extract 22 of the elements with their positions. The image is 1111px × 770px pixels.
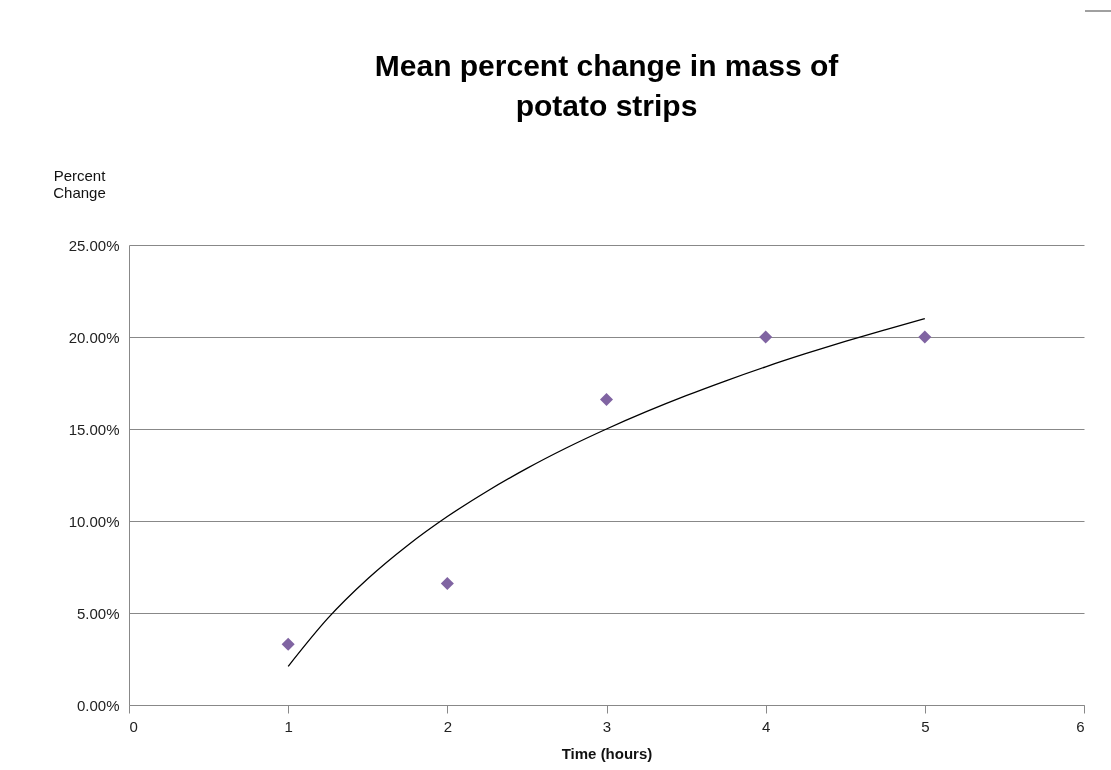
x-tick-label: 0 bbox=[129, 717, 138, 735]
chart-title: Mean percent change in mass of potato strips bbox=[374, 49, 840, 122]
x-tick-label: 1 bbox=[284, 717, 293, 735]
point bbox=[281, 637, 295, 651]
y-tick-label: 0.00% bbox=[76, 696, 120, 714]
x-tick-label: 2 bbox=[443, 717, 453, 735]
y-axis-title: Percent Change bbox=[53, 166, 107, 201]
x-tick-label: 4 bbox=[761, 717, 771, 735]
y-tick-label: 10.00% bbox=[68, 512, 120, 530]
point bbox=[440, 577, 454, 591]
point bbox=[759, 330, 773, 344]
y-tick-label: 15.00% bbox=[68, 420, 120, 438]
point bbox=[599, 393, 614, 407]
x-tick-label: 3 bbox=[602, 717, 612, 735]
x-axis-title: Time (hours) bbox=[561, 744, 653, 762]
x-tick-label: 6 bbox=[1076, 717, 1085, 735]
x-tick-label: 5 bbox=[921, 717, 930, 735]
y-tick-label: 20.00% bbox=[68, 328, 120, 346]
line-series bbox=[287, 317, 926, 668]
y-tick-label: 5.00% bbox=[76, 604, 120, 622]
y-tick-label: 25.00% bbox=[68, 236, 120, 254]
point bbox=[918, 330, 932, 344]
